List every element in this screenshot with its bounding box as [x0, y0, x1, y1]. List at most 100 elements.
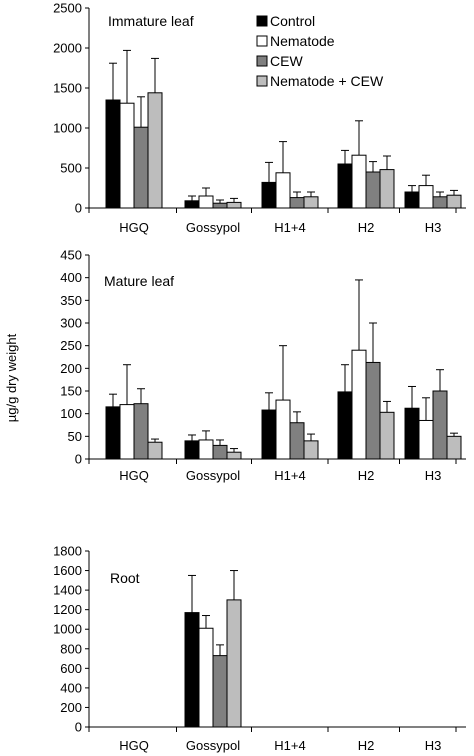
bar-cew-h2 [365, 171, 381, 209]
y-tick-label: 1800 [53, 544, 82, 559]
bar-cew-gossypol [212, 202, 228, 209]
bar-cew-gossypol [212, 444, 228, 460]
bar-control-h1-4 [261, 409, 277, 460]
legend-swatch [256, 15, 268, 27]
bar-nematode-hgq [119, 102, 135, 209]
bar-nematode-cew-gossypol [226, 201, 242, 209]
x-tick-label: Gossypol [186, 468, 240, 483]
bar-nematode-cew-gossypol [226, 599, 242, 728]
y-tick-label: 50 [68, 429, 82, 444]
y-tick-label: 2500 [53, 1, 82, 16]
y-tick-label: 1400 [53, 583, 82, 598]
x-tick-label: HGQ [119, 220, 149, 235]
bar-control-hgq [105, 406, 121, 460]
bar-control-h2 [337, 163, 353, 209]
bar-nematode-cew-hgq [147, 441, 163, 460]
x-tick-label: Gossypol [186, 220, 240, 235]
bar-control-h1-4 [261, 181, 277, 209]
panel-title: Mature leaf [104, 273, 174, 289]
legend-item: Nematode [256, 33, 335, 49]
bar-cew-hgq [133, 126, 149, 209]
bar-nematode-h1-4 [275, 172, 291, 209]
bar-nematode-gossypol [198, 439, 214, 460]
y-tick-label: 800 [60, 641, 82, 656]
bar-control-h2 [337, 391, 353, 460]
y-tick-label: 450 [60, 248, 82, 263]
y-tick-label: 500 [60, 161, 82, 176]
bar-nematode-cew-h1-4 [303, 196, 319, 209]
bar-control-gossypol [184, 440, 200, 460]
bar-control-gossypol [184, 612, 200, 728]
x-tick-label: H3 [425, 468, 442, 483]
chart-panel-2: 0 50 100 150 200 250 300 350 400 450 HGQ Gossypol H1… [60, 248, 466, 483]
bar-cew-h1-4 [289, 197, 305, 209]
bar-control-gossypol [184, 200, 200, 209]
bar-nematode-gossypol [198, 195, 214, 209]
panel-title: Root [110, 570, 140, 586]
panel-title: Immature leaf [108, 13, 194, 29]
bar-cew-h3 [432, 390, 448, 460]
bar-nematode-h2 [351, 349, 367, 460]
x-tick-label: H1+4 [274, 738, 305, 753]
legend-item: Nematode + CEW [256, 73, 384, 89]
x-tick-label: H1+4 [274, 468, 305, 483]
legend-item: CEW [256, 53, 303, 69]
y-tick-label: 0 [75, 720, 82, 735]
y-tick-label: 150 [60, 384, 82, 399]
y-tick-label: 300 [60, 316, 82, 331]
y-axis-label: µg/g dry weight [4, 333, 19, 422]
chart-panel-1: 0 500 1000 1500 2000 2500 HGQ Gossypol H1+4 H2 H3 I… [53, 1, 466, 235]
x-tick-label: H2 [358, 468, 375, 483]
bar-nematode-cew-h3 [446, 194, 462, 209]
bar-nematode-cew-h2 [379, 411, 395, 460]
bar-nematode-gossypol [198, 627, 214, 728]
bar-nematode-h1-4 [275, 399, 291, 460]
bar-cew-h2 [365, 361, 381, 460]
bar-nematode-cew-h2 [379, 169, 395, 209]
legend-swatch [256, 75, 268, 87]
bar-nematode-cew-hgq [147, 92, 163, 209]
bar-nematode-h3 [418, 419, 434, 460]
y-tick-label: 100 [60, 406, 82, 421]
y-tick-label: 2000 [53, 41, 82, 56]
legend-label: Control [270, 13, 315, 29]
bar-control-hgq [105, 99, 121, 209]
y-tick-label: 600 [60, 661, 82, 676]
y-tick-label: 250 [60, 338, 82, 353]
y-tick-label: 400 [60, 680, 82, 695]
legend-label: Nematode [270, 33, 335, 49]
bar-cew-h1-4 [289, 422, 305, 460]
y-tick-label: 1000 [53, 622, 82, 637]
y-tick-label: 0 [75, 452, 82, 467]
bar-cew-h3 [432, 196, 448, 209]
x-tick-label: H3 [425, 738, 442, 753]
y-tick-label: 400 [60, 270, 82, 285]
legend-item: Control [256, 13, 315, 29]
y-tick-label: 1500 [53, 81, 82, 96]
chart-panel-3: 0 200 400 600 800 1000 1200 1400 1600 1800 HGQ Goss… [53, 544, 466, 753]
bar-nematode-cew-gossypol [226, 451, 242, 460]
y-tick-label: 1200 [53, 602, 82, 617]
x-tick-label: Gossypol [186, 738, 240, 753]
legend-swatch [256, 55, 268, 67]
bar-cew-gossypol [212, 655, 228, 728]
x-tick-label: HGQ [119, 738, 149, 753]
bar-cew-hgq [133, 403, 149, 460]
bar-nematode-cew-h3 [446, 435, 462, 460]
bar-nematode-hgq [119, 404, 135, 460]
y-tick-label: 350 [60, 293, 82, 308]
legend-label: CEW [270, 53, 303, 69]
bar-nematode-h3 [418, 185, 434, 209]
x-tick-label: H2 [358, 220, 375, 235]
x-tick-label: H3 [425, 220, 442, 235]
legend-label: Nematode + CEW [270, 73, 384, 89]
y-tick-label: 1000 [53, 121, 82, 136]
bar-nematode-cew-h1-4 [303, 440, 319, 460]
legend-swatch [256, 35, 268, 47]
y-tick-label: 200 [60, 361, 82, 376]
y-tick-label: 0 [75, 201, 82, 216]
x-tick-label: H2 [358, 738, 375, 753]
bar-control-h3 [404, 191, 420, 209]
